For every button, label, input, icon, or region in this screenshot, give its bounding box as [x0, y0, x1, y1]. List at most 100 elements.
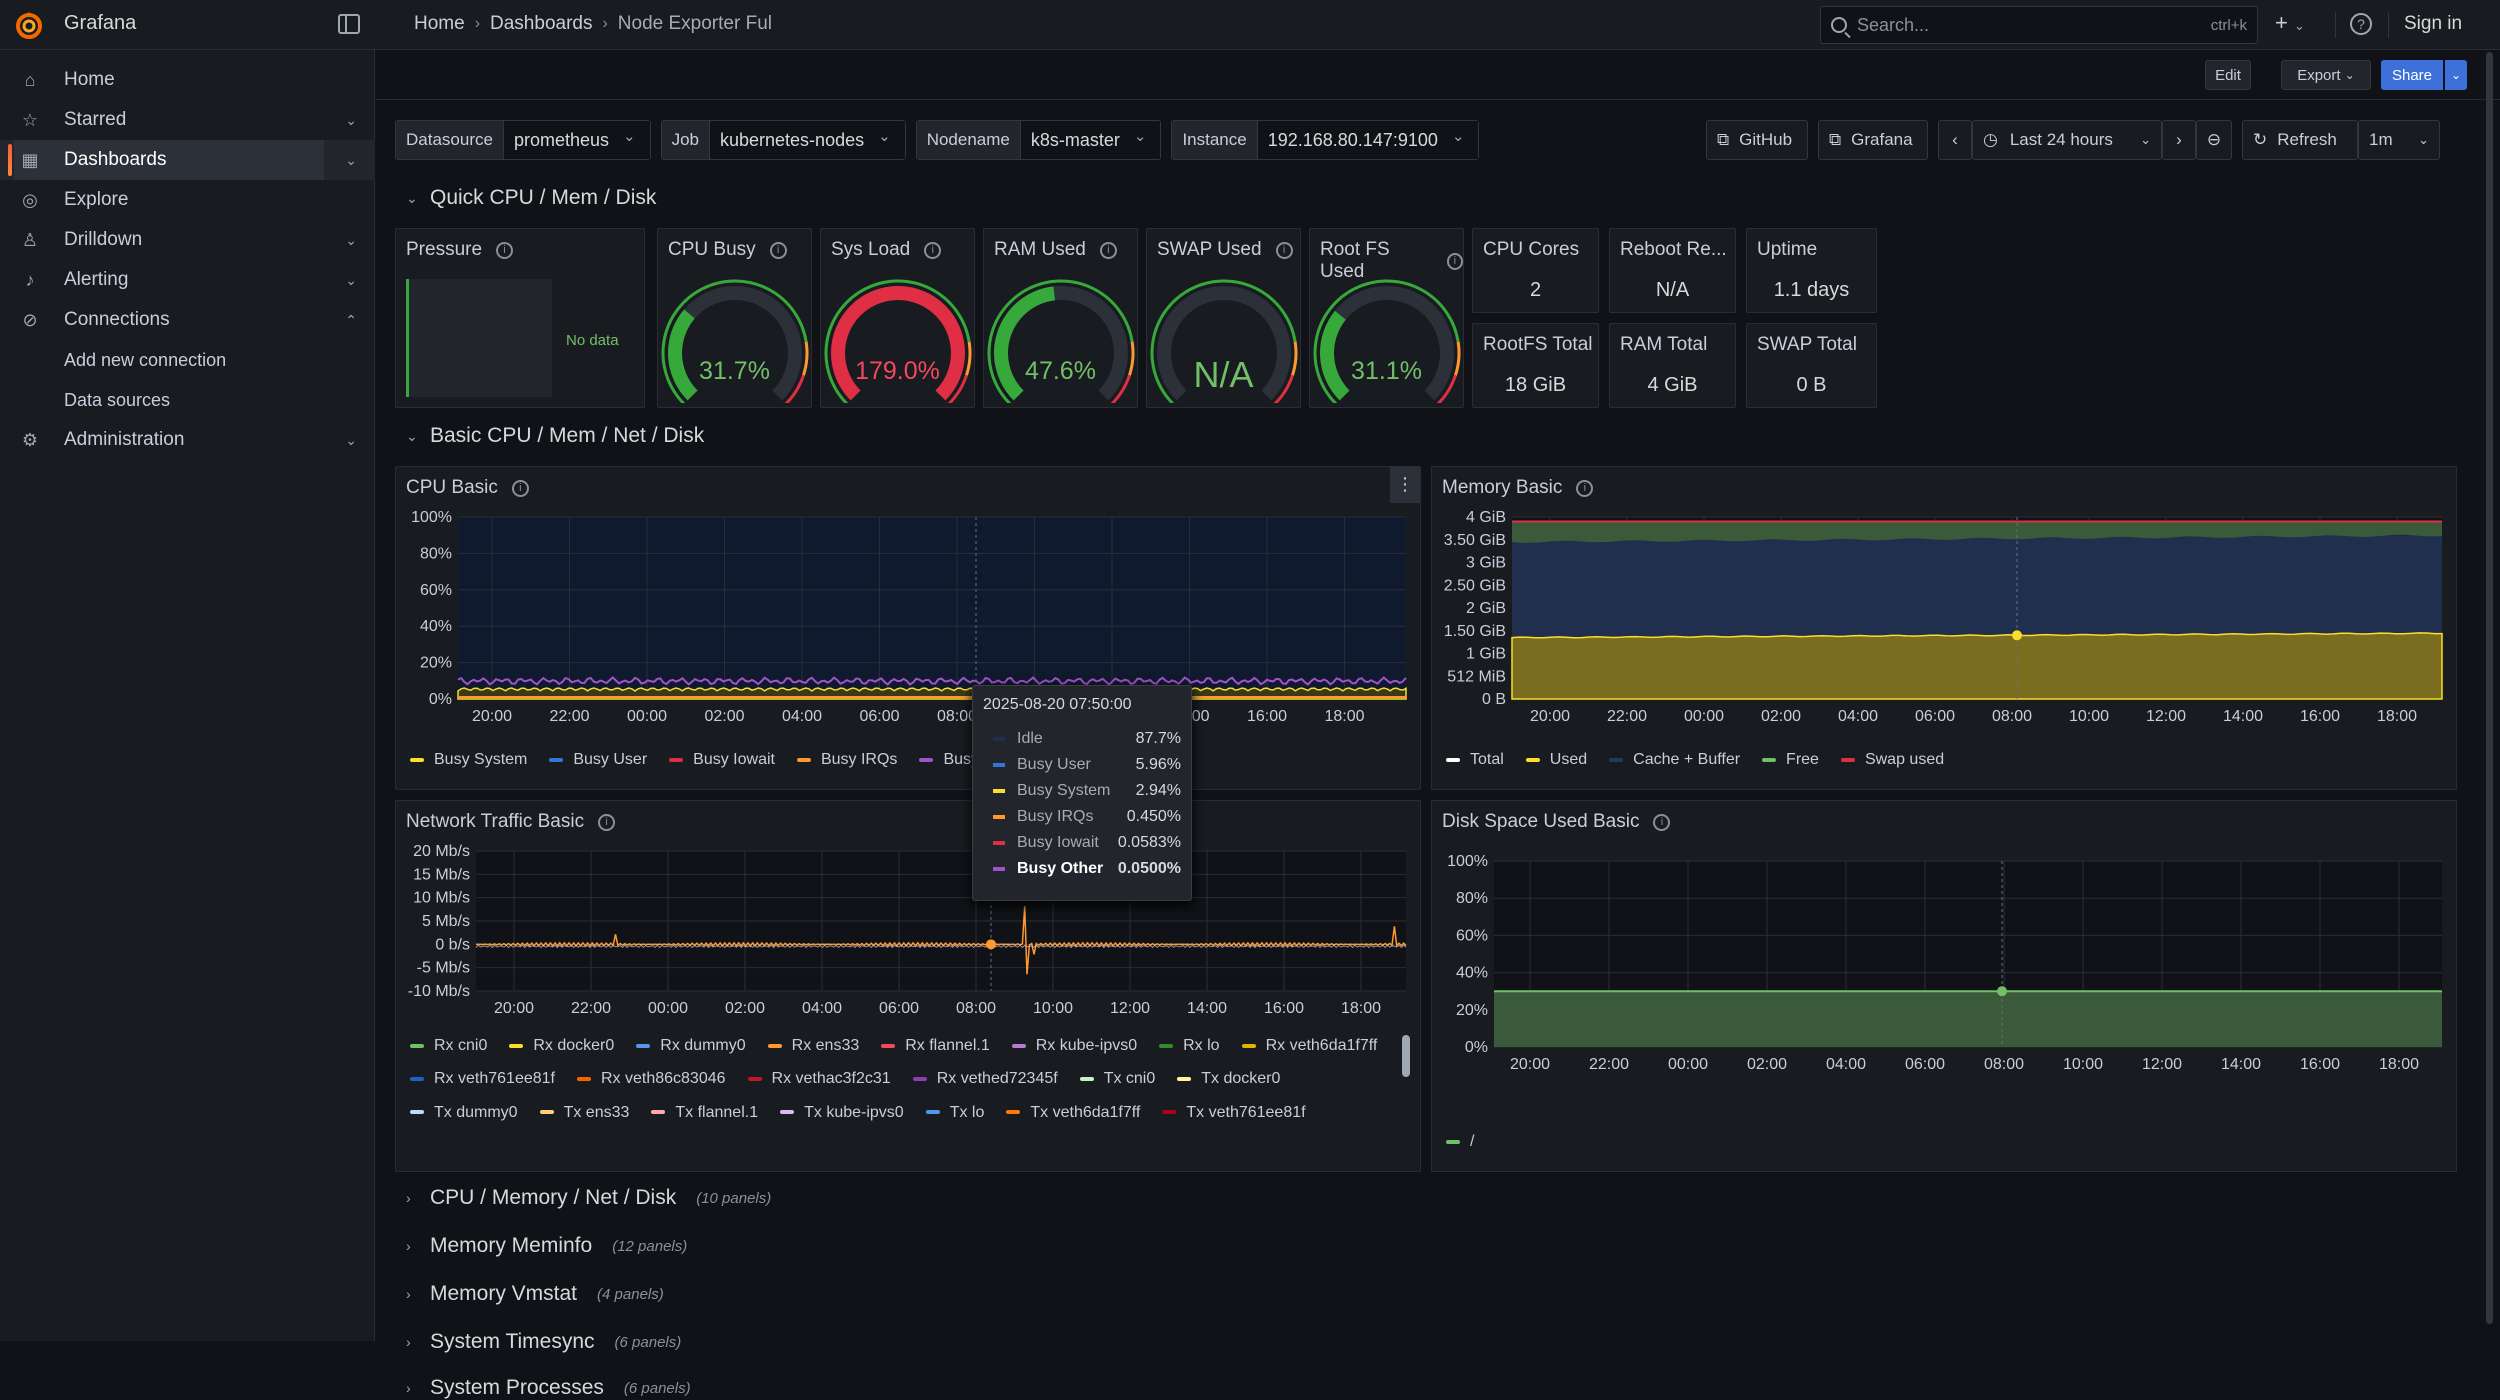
legend-item[interactable]: Rx lo [1159, 1031, 1220, 1064]
sidebar-item-dashboards[interactable]: ▦ Dashboards ⌄ [0, 140, 375, 180]
memory-basic-chart[interactable]: 4 GiB 3.50 GiB 3 GiB 2.50 GiB 2 GiB 1.50 GiB 1… [1432, 507, 2458, 787]
variable-datasource[interactable]: Datasource prometheus [395, 120, 651, 160]
sidebar-item-administration[interactable]: ⚙ Administration ⌄ [0, 420, 375, 460]
info-icon[interactable]: i [1653, 813, 1671, 831]
info-icon[interactable]: i [769, 241, 787, 259]
panel-pressure[interactable]: Pressure i No data [395, 228, 645, 408]
export-button[interactable]: Export ⌄ [2281, 60, 2371, 90]
sidebar-item-add-new-connection[interactable]: Add new connection [0, 340, 375, 380]
variable-value[interactable]: 192.168.80.147:9100 [1257, 121, 1479, 159]
breadcrumb-dashboards[interactable]: Dashboards [490, 13, 593, 34]
info-icon[interactable]: i [1275, 241, 1293, 259]
legend-item[interactable]: / [1446, 1133, 1474, 1151]
variable-value[interactable]: prometheus [503, 121, 650, 159]
page-scrollbar-thumb[interactable] [2486, 52, 2493, 1324]
legend-item[interactable]: Busy IRQs [796, 751, 897, 769]
legend-item[interactable]: Tx ens33 [539, 1098, 629, 1131]
sign-in-link[interactable]: Sign in [2404, 13, 2463, 34]
info-icon[interactable]: i [511, 479, 529, 497]
panel-disk-space-used-basic[interactable]: Disk Space Used Basic i 100% 80% 60% 40% 20% 0… [1431, 800, 2457, 1172]
legend-item[interactable]: Rx vethed72345f [912, 1064, 1058, 1097]
time-shift-back-button[interactable]: ‹ [1938, 120, 1972, 160]
variable-nodename[interactable]: Nodename k8s-master [915, 120, 1162, 160]
share-button[interactable]: Share [2381, 60, 2443, 90]
legend-item[interactable]: Used [1525, 751, 1587, 769]
panel-gauge-root-fs-used[interactable]: Root FS Used i 31.1% [1309, 228, 1464, 408]
chevron-down-icon[interactable]: ⌄ [345, 151, 357, 168]
panel-stat-rootfs-total[interactable]: RootFS Total 18 GiB [1472, 323, 1599, 408]
variable-job[interactable]: Job kubernetes-nodes [660, 120, 906, 160]
grafana-logo-icon[interactable] [14, 10, 44, 40]
legend-item[interactable]: Busy Iowait [669, 751, 775, 769]
share-dropdown-button[interactable]: ⌄ [2445, 60, 2467, 90]
panel-gauge-ram-used[interactable]: RAM Used i 47.6% [983, 228, 1138, 408]
row-memory-vmstat[interactable]: › Memory Vmstat (4 panels) [406, 1282, 664, 1306]
variable-value[interactable]: k8s-master [1020, 121, 1161, 159]
row-basic-cpu-mem-net-disk[interactable]: ⌄ Basic CPU / Mem / Net / Disk [406, 424, 704, 448]
help-icon[interactable]: ? [2350, 13, 2372, 35]
legend-item[interactable]: Rx veth761ee81f [410, 1064, 555, 1097]
chevron-up-icon[interactable]: ⌃ [345, 311, 357, 328]
legend-item[interactable]: Tx docker0 [1177, 1064, 1280, 1097]
panel-memory-basic[interactable]: Memory Basic i 4 GiB 3.50 GiB 3 GiB 2.50 GiB… [1431, 466, 2457, 790]
legend-item[interactable]: Tx dummy0 [410, 1098, 518, 1131]
zoom-out-button[interactable]: ⊖ [2196, 120, 2232, 160]
legend-item[interactable]: Rx veth6da1f7ff [1241, 1031, 1377, 1064]
panel-gauge-sys-load[interactable]: Sys Load i 179.0% [820, 228, 975, 408]
legend-item[interactable]: Tx veth6da1f7ff [1006, 1098, 1140, 1131]
panel-stat-uptime[interactable]: Uptime 1.1 days [1746, 228, 1877, 313]
panel-stat-cpu-cores[interactable]: CPU Cores 2 [1472, 228, 1599, 313]
row-memory-meminfo[interactable]: › Memory Meminfo (12 panels) [406, 1234, 687, 1258]
breadcrumb-home[interactable]: Home [414, 13, 465, 34]
info-icon[interactable]: i [1576, 479, 1594, 497]
github-link-button[interactable]: ⧉ GitHub [1706, 120, 1808, 160]
sidebar-item-home[interactable]: ⌂ Home [0, 60, 375, 100]
legend-item[interactable]: Busy System [410, 751, 527, 769]
legend-item[interactable]: Tx flannel.1 [651, 1098, 758, 1131]
panel-gauge-swap-used[interactable]: SWAP Used i N/A [1146, 228, 1301, 408]
time-range-picker[interactable]: ◷ Last 24 hours ⌄ [1972, 120, 2162, 160]
legend-scrollbar-thumb[interactable] [1402, 1035, 1410, 1077]
chevron-down-icon[interactable]: ⌄ [345, 431, 357, 448]
legend-item[interactable]: Cache + Buffer [1609, 751, 1740, 769]
chevron-down-icon[interactable]: ⌄ [345, 111, 357, 128]
row-system-timesync[interactable]: › System Timesync (6 panels) [406, 1330, 681, 1354]
legend-item[interactable]: Rx docker0 [509, 1031, 614, 1064]
legend-item[interactable]: Rx ens33 [767, 1031, 859, 1064]
sidebar-item-alerting[interactable]: ♪ Alerting ⌄ [0, 260, 375, 300]
legend-item[interactable]: Tx kube-ipvs0 [780, 1098, 904, 1131]
info-icon[interactable]: i [924, 241, 942, 259]
legend-item[interactable]: Total [1446, 751, 1504, 769]
row-quick-cpu-mem-disk[interactable]: ⌄ Quick CPU / Mem / Disk [406, 186, 656, 210]
variable-instance[interactable]: Instance 192.168.80.147:9100 [1171, 120, 1480, 160]
info-icon[interactable]: i [598, 813, 616, 831]
disk-space-chart[interactable]: 100% 80% 60% 40% 20% 0% 20:00 22:00 00:00 02:00 04… [1432, 841, 2458, 1081]
refresh-interval-picker[interactable]: 1m ⌄ [2358, 120, 2440, 160]
variable-value[interactable]: kubernetes-nodes [710, 121, 905, 159]
sidebar-item-explore[interactable]: ◎ Explore [0, 180, 375, 220]
sidebar-item-connections[interactable]: ⊘ Connections ⌃ [0, 300, 375, 340]
row-cpu-memory-net-disk[interactable]: › CPU / Memory / Net / Disk (10 panels) [406, 1186, 771, 1210]
legend-item[interactable]: Rx vethac3f2c31 [747, 1064, 891, 1097]
row-system-processes[interactable]: › System Processes (6 panels) [406, 1376, 691, 1400]
panel-network-traffic-basic[interactable]: Network Traffic Basic i 20 Mb/s 15 Mb/s 10 … [395, 800, 1421, 1172]
legend-scrollbar[interactable] [1400, 1023, 1412, 1115]
panel-cpu-basic[interactable]: CPU Basic i ⋮ 100% 80% 60% 40% 20% 0% 20:00 22:0… [395, 466, 1421, 790]
legend-item[interactable]: Rx flannel.1 [881, 1031, 990, 1064]
search-input[interactable]: Search... ctrl+k [1820, 6, 2258, 44]
panel-stat-ram-total[interactable]: RAM Total 4 GiB [1609, 323, 1736, 408]
cpu-basic-chart[interactable]: 100% 80% 60% 40% 20% 0% 20:00 22:00 00:00 02:00 04… [396, 507, 1422, 787]
legend-item[interactable]: Swap used [1840, 751, 1944, 769]
refresh-button[interactable]: ↻ Refresh [2242, 120, 2358, 160]
network-traffic-chart[interactable]: 20 Mb/s 15 Mb/s 10 Mb/s 5 Mb/s 0 b/s -5 Mb/s -… [396, 841, 1422, 1041]
edit-button[interactable]: Edit [2205, 60, 2251, 90]
legend-item[interactable]: Busy User [549, 751, 647, 769]
legend-item[interactable]: Rx veth86c83046 [576, 1064, 726, 1097]
panel-menu-icon[interactable]: ⋮ [1390, 467, 1420, 503]
sidebar-item-starred[interactable]: ☆ Starred ⌄ [0, 100, 375, 140]
legend-item[interactable]: Tx veth761ee81f [1162, 1098, 1306, 1131]
panel-gauge-cpu-busy[interactable]: CPU Busy i 31.7% [657, 228, 812, 408]
page-scrollbar[interactable] [2483, 50, 2495, 1341]
dock-menu-button[interactable] [338, 14, 360, 34]
sidebar-item-data-sources[interactable]: Data sources [0, 380, 375, 420]
